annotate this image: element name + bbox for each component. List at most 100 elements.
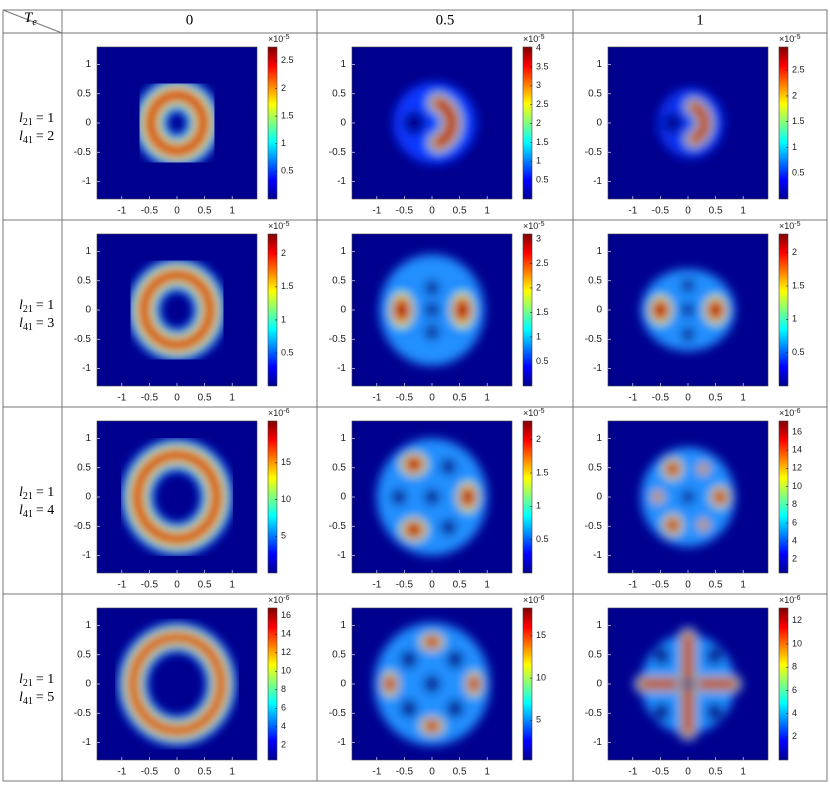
x-tick-label: 0.5: [198, 767, 212, 778]
colorbar: [267, 233, 278, 387]
colorbar-scale: ×10-5: [779, 221, 801, 232]
colorbar-tick-label: 2.5: [281, 55, 294, 65]
colorbar: [522, 607, 533, 761]
x-tick-label: 1: [229, 206, 235, 217]
dark-spot: [681, 302, 695, 318]
y-tick-label: -1: [82, 363, 91, 374]
colorbar-tick-label: 2: [792, 90, 797, 100]
y-tick-label: 0: [85, 305, 91, 316]
row-label-value: = 1: [36, 672, 54, 687]
colorbar-tick-label: 0.5: [792, 347, 805, 357]
y-tick-label: 1: [340, 246, 346, 257]
dark-spot: [400, 650, 418, 669]
colorbar-tick-label: 1.5: [792, 116, 805, 126]
colorbar-tick-label: 12: [792, 463, 802, 473]
colorbar-scale-exp: -5: [538, 34, 544, 41]
x-tick-label: -1: [117, 580, 126, 591]
x-tick-label: -0.5: [141, 767, 159, 778]
colorbar-tick-label: 8: [792, 499, 797, 509]
x-tick-label: 0: [429, 393, 435, 404]
row-label: l21 = 1: [19, 298, 54, 315]
row-label: l41 = 3: [19, 316, 54, 333]
x-tick-label: -0.5: [141, 206, 159, 217]
lobe: [653, 301, 668, 319]
colorbar-tick-label: 1.5: [281, 110, 294, 120]
heatmap: [97, 234, 257, 386]
colorbar-scale: ×10-6: [523, 595, 545, 606]
y-tick-label: -1: [337, 176, 346, 187]
dark-spot: [403, 111, 426, 135]
lobe: [425, 636, 439, 648]
colorbar: [778, 607, 789, 761]
x-tick-label: 1: [484, 393, 490, 404]
x-tick-label: 0: [685, 206, 691, 217]
column-header: 0: [186, 12, 194, 28]
colorbar-scale-base: ×10: [779, 221, 794, 231]
lobe: [708, 301, 723, 319]
heatmap: [608, 47, 768, 199]
y-tick-label: 0: [85, 492, 91, 503]
row-label-sub: 21: [23, 678, 33, 689]
colorbar-scale: ×10-6: [779, 408, 801, 419]
row-label-sub: 21: [23, 117, 33, 128]
colorbar-tick-label: 10: [281, 494, 291, 504]
colorbar-scale-exp: -6: [794, 595, 800, 602]
x-tick-label: 0: [685, 767, 691, 778]
dark-spot: [424, 324, 440, 340]
row-label-sub: 21: [23, 491, 33, 502]
row-label-sub: 41: [23, 509, 33, 520]
heatmap-field: [657, 87, 724, 159]
x-tick-label: 1: [740, 767, 746, 778]
y-tick-label: -0.5: [74, 521, 92, 532]
crescent: [432, 97, 458, 149]
colorbar-scale-exp: -5: [283, 221, 289, 228]
row-label-var: l: [19, 503, 23, 518]
heatmap-field: [133, 77, 221, 169]
colorbar-tick-label: 2: [792, 554, 797, 564]
x-tick-label: -0.5: [652, 393, 670, 404]
y-tick-label: -1: [337, 550, 346, 561]
lobe: [461, 488, 475, 506]
y-tick-label: 0.5: [332, 275, 346, 286]
x-tick-label: -1: [117, 206, 126, 217]
colorbar-tick-label: 15: [536, 630, 546, 640]
y-tick-label: -0.5: [585, 521, 603, 532]
lobe: [394, 299, 409, 321]
heatmap-field: [127, 258, 227, 362]
colorbar-tick-label: 0.5: [536, 534, 549, 544]
x-tick-label: 1: [740, 580, 746, 591]
heatmap-field: [633, 627, 743, 741]
x-tick-label: 1: [484, 580, 490, 591]
y-tick-label: 0.5: [77, 275, 91, 286]
colorbar: [778, 420, 789, 574]
heatmap-field: [379, 254, 485, 366]
colorbar-tick-label: 2.5: [536, 99, 549, 109]
x-tick-label: -1: [628, 767, 637, 778]
y-tick-label: -1: [593, 363, 602, 374]
x-tick-label: 0.5: [453, 393, 467, 404]
y-tick-label: 1: [85, 59, 91, 70]
colorbar-tick-label: 1.5: [536, 307, 549, 317]
colorbar-scale-base: ×10: [779, 408, 794, 418]
colorbar-tick-label: 5: [536, 715, 541, 725]
x-tick-label: 0: [174, 580, 180, 591]
row-label-var: l: [19, 672, 23, 687]
colorbar-tick-label: 2: [792, 247, 797, 257]
lobe: [468, 676, 480, 692]
row-label-sub: 41: [23, 322, 33, 333]
y-tick-label: 0.5: [588, 88, 602, 99]
colorbar-tick-label: 0.5: [536, 175, 549, 185]
colorbar-tick-label: 4: [792, 536, 797, 546]
x-tick-label: 0: [685, 580, 691, 591]
y-tick-label: 0.5: [588, 649, 602, 660]
corner-label: Te: [24, 10, 37, 28]
y-tick-label: -0.5: [74, 334, 92, 345]
heatmap-field: [374, 622, 490, 746]
row-label: l21 = 1: [19, 672, 54, 689]
heatmap: [352, 421, 512, 573]
colorbar-tick-label: 2.5: [792, 65, 805, 75]
row-label-var: l: [19, 485, 23, 500]
lobe: [653, 493, 662, 501]
heatmap-bg: [97, 234, 257, 386]
row-label: l41 = 4: [19, 503, 54, 520]
